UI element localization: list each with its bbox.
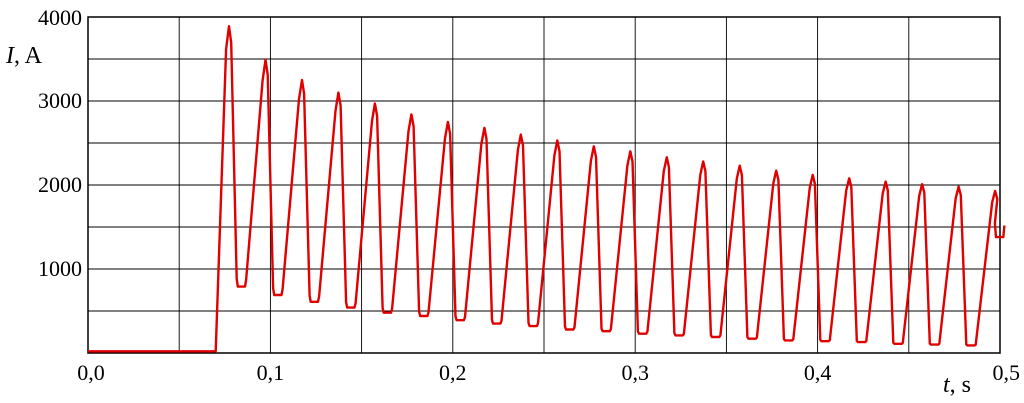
trough-point — [386, 311, 389, 314]
y-axis-variable: I — [5, 43, 15, 69]
current-series-line — [88, 25, 1006, 353]
trough-point — [423, 315, 426, 317]
peak-point — [629, 150, 632, 153]
trough-point — [788, 339, 790, 342]
peak-point — [884, 180, 887, 183]
x-tick-label: 0,3 — [621, 360, 649, 385]
peak-point — [593, 145, 595, 148]
x-tick-label: 0,0 — [77, 360, 105, 385]
trough-point — [970, 344, 973, 347]
y-tick-label: 3000 — [38, 88, 82, 113]
trough-point — [861, 341, 863, 343]
peak-point — [337, 91, 340, 94]
peak-point — [811, 174, 814, 176]
peak-point — [957, 185, 960, 188]
y-tick-label: 4000 — [38, 5, 82, 30]
peak-point — [556, 139, 559, 142]
x-tick-label: 0,1 — [257, 360, 285, 385]
y-axis-unit: , A — [14, 43, 43, 69]
trough-point — [678, 334, 681, 337]
trough-point — [642, 332, 644, 335]
peak-point — [921, 183, 923, 185]
y-axis-label: I, A — [5, 43, 43, 69]
plot-frame — [87, 16, 1001, 354]
peak-point — [775, 169, 777, 172]
trough-point — [569, 328, 571, 331]
peak-point — [483, 127, 486, 129]
peak-point — [994, 190, 996, 192]
peak-point — [410, 113, 413, 116]
trough-point — [277, 294, 280, 296]
peak-point — [301, 79, 303, 81]
y-tick-labels: 1000 2000 3000 4000 — [38, 5, 82, 281]
x-tick-label: 0,4 — [804, 360, 832, 385]
x-tick-labels: 0,0 0,1 0,2 0,3 0,4 0,5 — [77, 360, 1020, 385]
y-tick-label: 1000 — [38, 256, 82, 281]
peak-point — [848, 177, 850, 180]
peak-point — [738, 164, 741, 167]
trough-point — [824, 340, 827, 343]
trough-point — [934, 343, 936, 346]
peak-point — [520, 133, 522, 136]
trough-point — [350, 306, 353, 309]
trough-point — [496, 322, 498, 325]
x-axis-unit: , s — [950, 372, 971, 398]
trough-point — [751, 337, 754, 340]
trough-point — [897, 343, 900, 345]
y-tick-label: 2000 — [38, 172, 82, 197]
peak-point — [374, 102, 376, 105]
trough-point — [459, 319, 462, 322]
peak-point — [666, 156, 668, 159]
trough-point — [532, 325, 535, 327]
x-tick-label: 0,5 — [993, 360, 1021, 385]
peak-point — [264, 59, 267, 61]
x-axis-label: t, s — [943, 372, 971, 398]
x-tick-label: 0,2 — [439, 360, 467, 385]
trough-point — [241, 285, 243, 288]
trough-point — [999, 236, 1001, 238]
x-axis-variable: t — [943, 372, 951, 398]
peak-point — [228, 25, 230, 28]
trough-point — [313, 301, 316, 303]
series-layer — [88, 25, 1006, 353]
peak-point — [447, 121, 449, 123]
trough-point — [715, 336, 717, 338]
trough-point — [605, 330, 608, 333]
peak-point — [702, 160, 704, 163]
